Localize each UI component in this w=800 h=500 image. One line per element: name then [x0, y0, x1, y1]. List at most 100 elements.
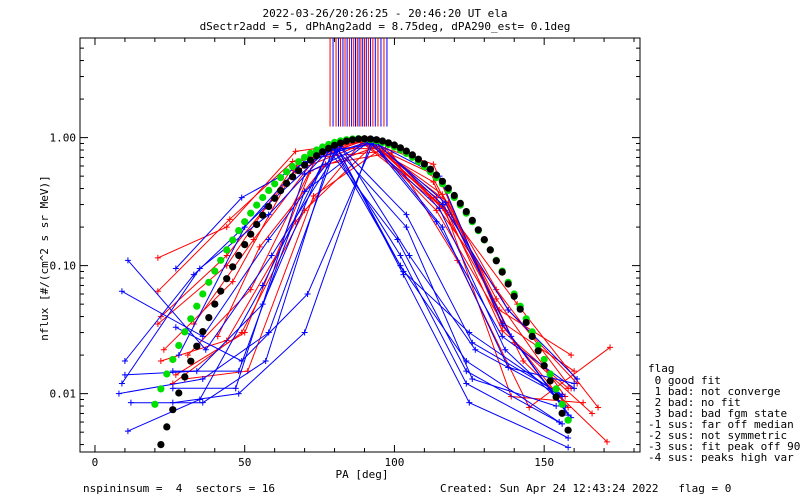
black-fit-point [432, 171, 440, 179]
flux-data-point [589, 410, 596, 417]
legend-item: 0 good fit [648, 374, 721, 387]
flux-data-point [469, 376, 476, 383]
flux-data-point [268, 252, 275, 259]
black-fit-point [325, 144, 333, 152]
flux-data-point [265, 236, 272, 243]
black-fit-point [301, 161, 309, 169]
green-fit-point [313, 146, 321, 154]
flux-data-point [472, 346, 479, 353]
green-fit-point [564, 416, 572, 424]
black-fit-point [169, 406, 177, 414]
black-fit-point [552, 393, 560, 401]
black-fit-point [366, 135, 375, 143]
x-tick-label: 0 [92, 456, 99, 469]
flux-data-point [175, 352, 182, 359]
flux-data-point [595, 404, 602, 411]
black-fit-point [271, 194, 279, 202]
flux-data-point [169, 368, 176, 375]
flux-series-line [160, 142, 572, 356]
black-fit-point [450, 191, 458, 200]
flux-data-point [115, 390, 122, 397]
green-fit-point [217, 256, 225, 264]
black-fit-point [444, 184, 452, 192]
legend-item: 1 bad: not converge [648, 385, 780, 398]
black-fit-point [510, 292, 518, 300]
flux-data-point [157, 357, 164, 364]
flux-series-line [121, 142, 563, 397]
black-fit-point [175, 389, 183, 397]
legend-item: -3 sus: fit peak off 90 [648, 440, 800, 453]
green-fit-point [175, 341, 183, 350]
black-fit-point [408, 151, 416, 159]
black-fit-point [330, 141, 339, 149]
legend-item: 2 bad: no fit [648, 396, 741, 409]
black-fit-point [342, 137, 351, 145]
flux-data-point [559, 420, 566, 427]
flux-data-point [463, 368, 470, 375]
black-fit-point [516, 305, 524, 313]
flux-data-point [232, 385, 239, 392]
black-fit-point [372, 136, 381, 144]
green-fit-point [205, 278, 213, 286]
black-fit-point [420, 160, 428, 168]
black-fit-point [378, 137, 387, 145]
green-fit-point [223, 246, 231, 254]
flux-data-point [499, 327, 506, 334]
footer-left: nspininsum = 4 sectors = 16 [83, 482, 275, 495]
flux-data-point [571, 385, 578, 392]
green-fit-point [552, 385, 560, 393]
black-fit-point [546, 377, 554, 385]
flux-data-point [571, 368, 578, 375]
black-fit-point [486, 246, 494, 254]
black-fit-point [307, 156, 315, 164]
black-fit-point [534, 347, 542, 355]
green-fit-point [534, 341, 542, 350]
flux-data-point [229, 278, 236, 285]
black-fit-point [474, 226, 482, 234]
flux-data-point [241, 329, 248, 336]
flux-data-point [256, 243, 263, 250]
flux-data-point [259, 282, 266, 289]
black-fit-point [462, 208, 470, 216]
legend-item: -4 sus: peaks high var [648, 451, 794, 464]
black-fit-point [414, 155, 422, 163]
flux-data-point [235, 390, 242, 397]
y-tick-label: 0.10 [50, 260, 77, 273]
footer-right: Created: Sun Apr 24 12:43:24 2022 flag =… [440, 482, 731, 495]
green-fit-point [301, 153, 309, 161]
flux-data-point [124, 257, 131, 264]
flux-data-point [154, 288, 161, 295]
green-fit-point [187, 315, 195, 323]
flux-data-point [172, 265, 179, 272]
black-fit-point [528, 332, 536, 340]
black-fit-point [277, 187, 285, 195]
chart-title-line1: 2022-03-26/20:26:25 - 20:46:20 UT ela [262, 7, 507, 20]
black-fit-point [564, 426, 572, 434]
flux-data-point [169, 399, 176, 406]
x-axis-label: PA [deg] [336, 468, 389, 481]
black-fit-point [241, 241, 249, 249]
black-fit-point [199, 328, 207, 336]
black-fit-point [540, 362, 548, 370]
flux-data-point [403, 211, 410, 218]
flux-series-line [127, 143, 569, 439]
black-fit-point [295, 167, 303, 175]
flux-data-point [121, 371, 128, 378]
green-fit-point [181, 328, 189, 336]
flux-data-point [250, 236, 257, 243]
green-fit-point [546, 370, 554, 378]
flux-series-line [118, 142, 563, 396]
flux-data-point [436, 205, 443, 212]
flux-data-point [433, 218, 440, 225]
black-fit-point [181, 373, 189, 381]
black-fit-point [253, 220, 261, 229]
green-fit-point [157, 385, 165, 393]
green-fit-point [558, 400, 566, 408]
flux-data-point [430, 179, 437, 186]
flux-data-point [520, 357, 527, 364]
x-tick-label: 100 [385, 456, 405, 469]
black-fit-point [283, 179, 291, 187]
green-fit-point [307, 149, 315, 157]
black-fit-point [522, 318, 530, 327]
